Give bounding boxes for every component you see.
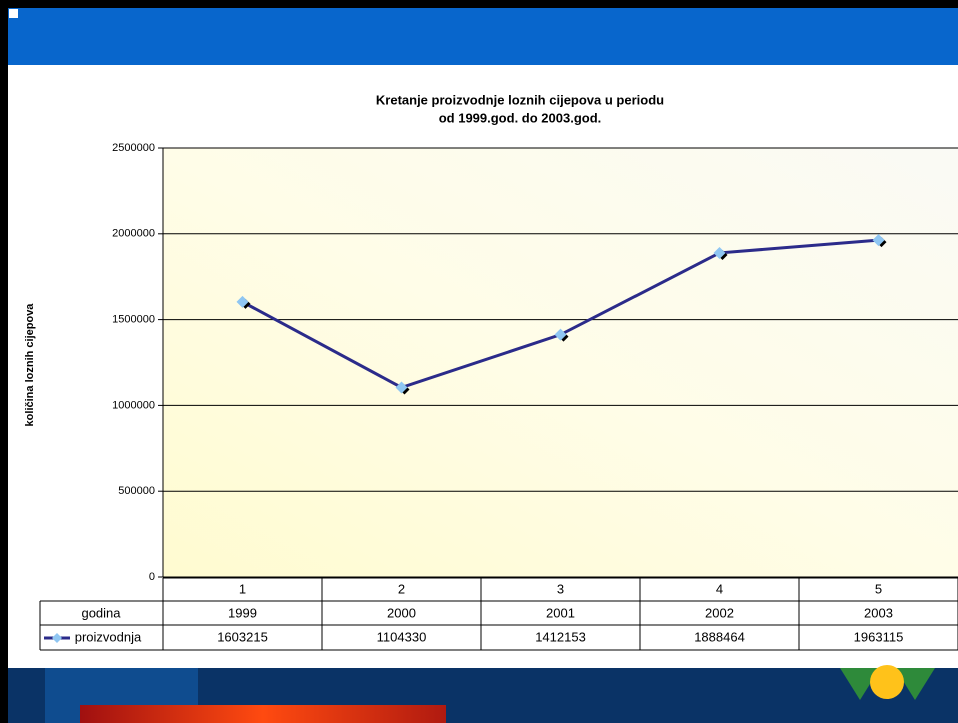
top-bar [8, 8, 958, 65]
chart-title: od 1999.god. do 2003.god. [439, 110, 602, 125]
y-axis-title: količina loznih cijepova [24, 303, 36, 427]
x-tick-label: 3 [557, 581, 564, 596]
marker [713, 246, 726, 259]
y-tick-label: 1500000 [112, 314, 155, 326]
x-tick-label: 5 [875, 581, 882, 596]
legend-marker [52, 633, 62, 643]
table-row-label: godina [81, 605, 121, 620]
x-tick-label: 2 [398, 581, 405, 596]
table-year: 2002 [705, 605, 734, 620]
y-tick-label: 1000000 [112, 399, 155, 411]
table-year: 2003 [864, 605, 893, 620]
table-year: 1999 [228, 605, 257, 620]
marker [395, 381, 408, 394]
corner-square [9, 9, 18, 18]
y-tick-label: 500000 [118, 485, 155, 497]
y-tick-label: 0 [149, 571, 155, 583]
x-tick-label: 4 [716, 581, 723, 596]
y-tick-label: 2000000 [112, 228, 155, 240]
x-tick-label: 1 [239, 581, 246, 596]
table-year: 2000 [387, 605, 416, 620]
plot-area [163, 148, 958, 577]
table-value: 1963115 [854, 629, 904, 644]
table-value: 1888464 [694, 629, 745, 644]
table-year: 2001 [546, 605, 575, 620]
table-value: 1603215 [217, 629, 268, 644]
legend-label: proizvodnja [75, 629, 142, 644]
logo [840, 665, 935, 700]
marker [554, 328, 567, 341]
marker [236, 295, 249, 308]
chart-title: Kretanje proizvodnje loznih cijepova u p… [376, 92, 664, 107]
red-bar [80, 705, 446, 723]
table-value: 1412153 [535, 629, 586, 644]
table-value: 1104330 [377, 629, 427, 644]
y-tick-label: 2500000 [112, 142, 155, 154]
marker [872, 234, 885, 247]
